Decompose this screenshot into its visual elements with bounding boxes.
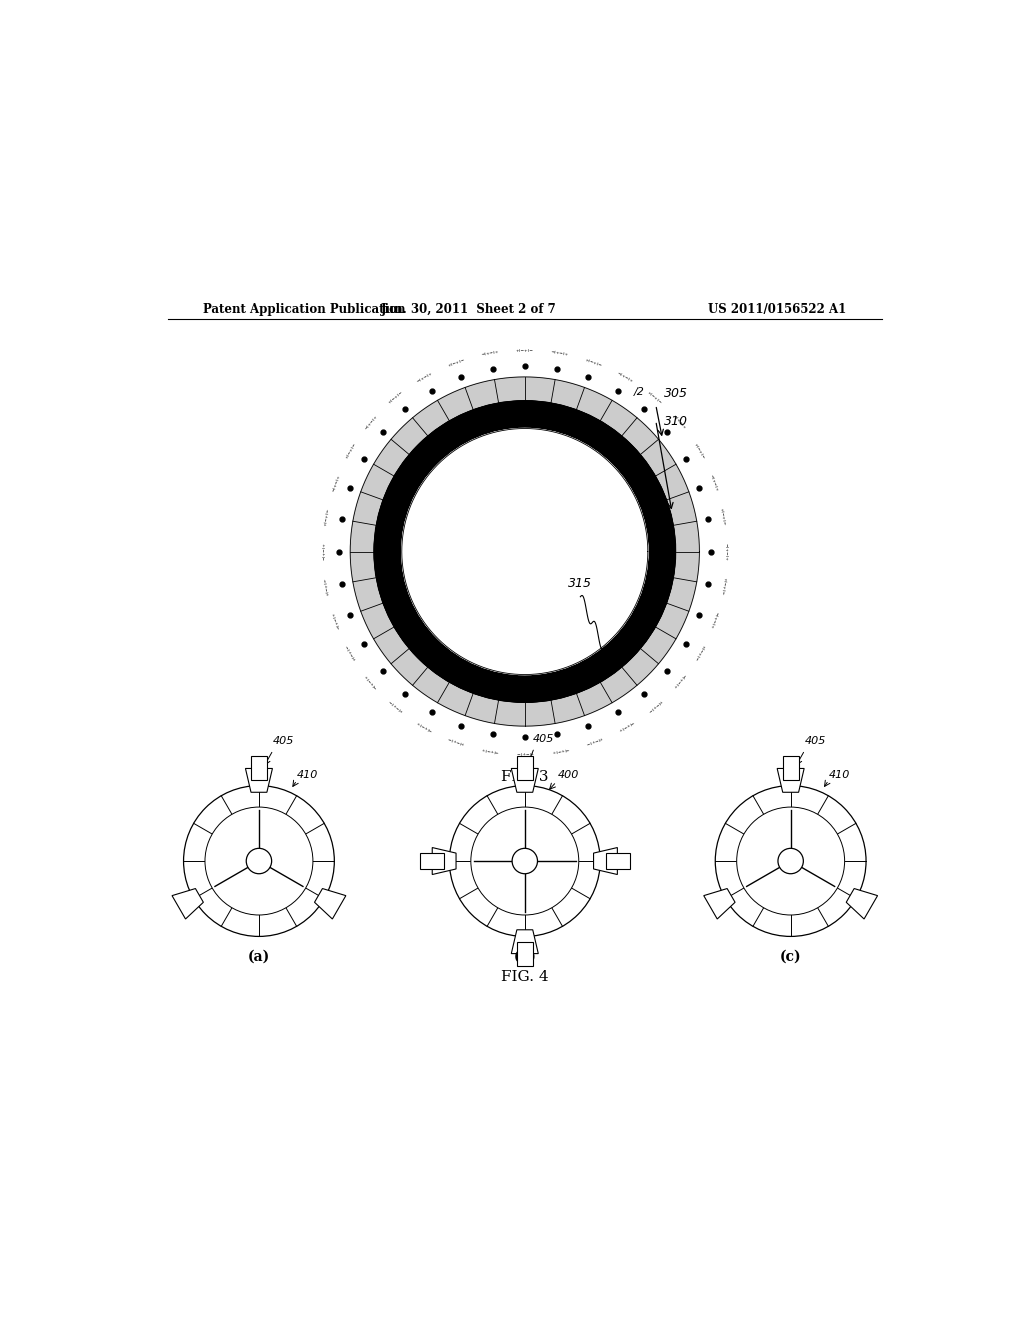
Polygon shape	[594, 847, 617, 875]
Circle shape	[736, 807, 845, 915]
Text: +(−+)−: +(−+)−	[646, 698, 662, 713]
Polygon shape	[782, 756, 799, 780]
Circle shape	[450, 785, 600, 936]
Text: −(+−)+: −(+−)+	[364, 672, 378, 689]
Text: −(+−)+: −(+−)+	[416, 371, 433, 384]
Circle shape	[205, 807, 313, 915]
Text: +(−+)−: +(−+)−	[692, 442, 705, 459]
Text: +(−+)−: +(−+)−	[516, 348, 534, 352]
Text: −(+−)+: −(+−)+	[672, 672, 686, 689]
Text: −(+−)+: −(+−)+	[331, 611, 341, 630]
Text: +(−+)−: +(−+)−	[585, 358, 602, 368]
Text: +(−+)−: +(−+)−	[585, 735, 602, 744]
Polygon shape	[314, 888, 346, 919]
Text: −(+−)+: −(+−)+	[616, 719, 634, 731]
Text: US 2011/0156522 A1: US 2011/0156522 A1	[708, 304, 846, 315]
Text: +(−+)−: +(−+)−	[388, 698, 403, 713]
Text: −(+−)+: −(+−)+	[672, 414, 686, 430]
Text: +(−+)−: +(−+)−	[447, 735, 465, 744]
Text: +(−+)−: +(−+)−	[516, 750, 534, 754]
Circle shape	[401, 429, 648, 675]
Text: −(+−)+: −(+−)+	[709, 474, 719, 492]
Text: (a): (a)	[248, 949, 270, 964]
Text: −(+−)+: −(+−)+	[331, 474, 341, 492]
Circle shape	[374, 401, 676, 702]
Text: +(−+)−: +(−+)−	[324, 577, 331, 595]
Circle shape	[715, 785, 866, 936]
Circle shape	[512, 849, 538, 874]
Text: FIG. 4: FIG. 4	[501, 970, 549, 983]
Polygon shape	[432, 847, 456, 875]
Polygon shape	[846, 888, 878, 919]
Circle shape	[374, 401, 676, 702]
Text: −(+−)+: −(+−)+	[481, 350, 499, 358]
Circle shape	[350, 378, 699, 726]
Text: +(−+)−: +(−+)−	[719, 507, 726, 525]
Text: +(−+)−: +(−+)−	[646, 391, 662, 405]
Text: −(+−)+: −(+−)+	[551, 746, 568, 752]
Polygon shape	[172, 888, 204, 919]
Text: /2: /2	[634, 387, 644, 397]
Polygon shape	[511, 768, 539, 792]
Polygon shape	[420, 853, 443, 869]
Text: −(+−)+: −(+−)+	[724, 543, 728, 561]
Text: −(+−)+: −(+−)+	[551, 350, 568, 358]
Text: −(+−)+: −(+−)+	[322, 543, 326, 561]
Circle shape	[401, 429, 648, 675]
Text: −(+−)+: −(+−)+	[364, 414, 378, 430]
Text: −(+−)+: −(+−)+	[709, 611, 719, 630]
Polygon shape	[246, 768, 272, 792]
Polygon shape	[511, 929, 539, 953]
Text: (b): (b)	[513, 949, 537, 964]
Text: −(+−)+: −(+−)+	[481, 746, 499, 752]
Text: +(−+)−: +(−+)−	[345, 442, 357, 459]
Polygon shape	[606, 853, 630, 869]
Polygon shape	[777, 768, 804, 792]
Text: +(−+)−: +(−+)−	[447, 358, 465, 368]
Text: +(−+)−: +(−+)−	[324, 507, 331, 525]
Text: 405: 405	[532, 734, 554, 744]
Text: Patent Application Publication: Patent Application Publication	[204, 304, 406, 315]
Text: +(−+)−: +(−+)−	[388, 391, 403, 405]
Text: 310: 310	[664, 414, 688, 428]
Text: FIG. 3: FIG. 3	[501, 770, 549, 784]
Text: 305: 305	[664, 387, 688, 400]
Polygon shape	[251, 756, 267, 780]
Polygon shape	[703, 888, 735, 919]
Text: 315: 315	[568, 577, 593, 590]
Text: +(−+)−: +(−+)−	[719, 577, 726, 595]
Text: +(−+)−: +(−+)−	[692, 643, 705, 660]
Circle shape	[246, 849, 271, 874]
Text: −(+−)+: −(+−)+	[416, 719, 433, 731]
Text: 400: 400	[558, 770, 580, 780]
Text: 405: 405	[273, 737, 295, 746]
Text: +(−+)−: +(−+)−	[345, 643, 357, 660]
Circle shape	[471, 807, 579, 915]
Circle shape	[183, 785, 334, 936]
Circle shape	[778, 849, 804, 874]
Text: 410: 410	[828, 770, 850, 780]
Polygon shape	[517, 942, 532, 966]
Text: −(+−)+: −(+−)+	[616, 371, 634, 384]
Text: (c): (c)	[780, 949, 802, 964]
Text: 405: 405	[805, 737, 826, 746]
Text: 410: 410	[297, 770, 318, 780]
Polygon shape	[517, 756, 532, 780]
Text: Jun. 30, 2011  Sheet 2 of 7: Jun. 30, 2011 Sheet 2 of 7	[381, 304, 557, 315]
